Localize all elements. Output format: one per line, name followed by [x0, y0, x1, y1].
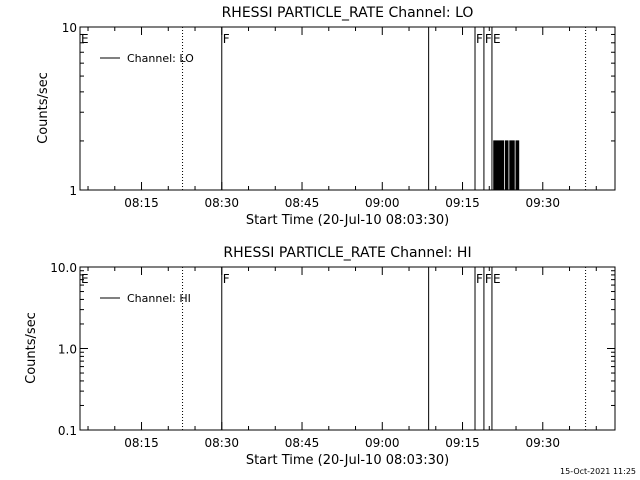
x-tick-label: 08:30: [204, 436, 239, 450]
y-tick-label: 1: [69, 184, 77, 198]
timestamp-label: 15-Oct-2021 11:25: [560, 467, 636, 476]
event-marker-label: F: [223, 272, 230, 286]
event-marker-label: F: [476, 272, 483, 286]
event-marker-label: E: [493, 272, 501, 286]
x-tick-label: 09:15: [445, 436, 480, 450]
y-tick-label: 1.0: [58, 343, 77, 357]
event-marker-label: E: [81, 272, 89, 286]
chart-panel-hi: RHESSI PARTICLE_RATE Channel: HI 08:15 08:…: [24, 245, 616, 468]
legend-label: Channel: HI: [127, 292, 191, 305]
x-tick-label: 09:00: [365, 196, 400, 210]
event-marker-label: F: [485, 32, 492, 46]
y-axis-label: Counts/sec: [36, 72, 51, 144]
x-axis-label: Start Time (20-Jul-10 08:03:30): [246, 213, 449, 228]
event-marker-label: F: [223, 32, 230, 46]
legend-label: Channel: LO: [127, 52, 194, 65]
x-tick-label: 09:15: [445, 196, 480, 210]
x-tick-label: 09:00: [365, 436, 400, 450]
chart-title: RHESSI PARTICLE_RATE Channel: HI: [223, 245, 471, 261]
event-marker-label: F: [485, 272, 492, 286]
x-tick-label: 09:30: [525, 196, 560, 210]
x-tick-label: 08:45: [285, 196, 320, 210]
x-tick-label: 08:15: [124, 196, 159, 210]
series-line: [492, 140, 520, 191]
y-tick-label: 10.0: [50, 261, 77, 275]
x-tick-label: 08:45: [285, 436, 320, 450]
x-tick-label: 08:30: [204, 196, 239, 210]
chart-title: RHESSI PARTICLE_RATE Channel: LO: [222, 5, 474, 21]
x-axis-label: Start Time (20-Jul-10 08:03:30): [246, 453, 449, 468]
y-tick-label: 0.1: [58, 424, 77, 438]
event-marker-label: E: [493, 32, 501, 46]
x-tick-label: 08:15: [124, 436, 159, 450]
event-marker-label: E: [81, 32, 89, 46]
y-tick-label: 10: [62, 21, 77, 35]
event-marker-label: F: [476, 32, 483, 46]
x-tick-label: 09:30: [525, 436, 560, 450]
chart-panel-lo: RHESSI PARTICLE_RATE Channel: LO 08:15 08:…: [36, 5, 616, 228]
y-axis-label: Counts/sec: [24, 312, 39, 384]
